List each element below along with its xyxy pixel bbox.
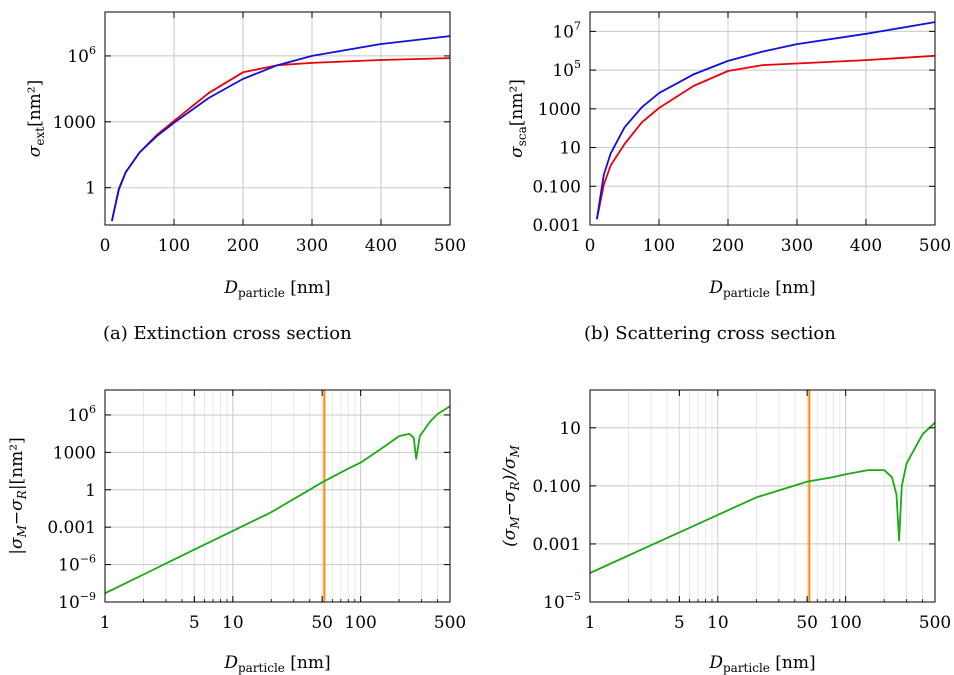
y-tick-label: 1000 <box>538 100 581 120</box>
y-tick-label: 105 <box>552 58 581 81</box>
plot-frame <box>104 389 451 603</box>
y-axis-label: (σM−σR)/σM <box>500 444 522 546</box>
x-tick-label: 50 <box>796 613 818 633</box>
x-axis-label: Dparticle [nm] <box>223 653 330 675</box>
y-tick-label: 10 <box>559 139 581 159</box>
caption-b: (b) Scattering cross section <box>584 323 836 344</box>
x-tick-label: 500 <box>919 613 951 633</box>
y-axis-label: σext[nm²] <box>25 80 47 157</box>
y-tick-label: 1000 <box>53 113 96 133</box>
x-tick-label: 500 <box>434 236 466 256</box>
x-tick-label: 100 <box>829 613 861 633</box>
series-green-line <box>590 422 935 574</box>
x-tick-label: 1 <box>585 613 596 633</box>
y-axis-label: |σM−σR|[nm²] <box>7 437 29 554</box>
panel-b-scattering: 0 100 200 300 400 500 0.001 0.100 10 1000 105 107 Dp… <box>507 11 951 300</box>
y-tick-label: 10−6 <box>58 553 96 576</box>
series-red-line <box>596 54 935 220</box>
caption-a: (a) Extinction cross section <box>103 323 352 344</box>
y-tick-label: 0.100 <box>532 177 581 197</box>
x-tick-label: 100 <box>344 613 376 633</box>
x-tick-label: 100 <box>158 236 190 256</box>
x-tick-label: 300 <box>781 236 813 256</box>
panel-d-relative-difference: 1 5 10 50 100 500 10−5 0.001 0.100 10 Dparticle [n… <box>500 389 951 675</box>
gridlines-c <box>104 390 451 603</box>
x-tick-label: 10 <box>222 613 244 633</box>
x-tick-label: 10 <box>707 613 729 633</box>
gridlines-b <box>589 12 936 226</box>
y-tick-label: 10−9 <box>58 590 96 613</box>
x-tick-label: 50 <box>311 613 333 633</box>
x-tick-label: 0 <box>100 236 111 256</box>
plot-frame <box>589 389 936 603</box>
series-red-line <box>111 57 450 222</box>
x-axis-label: Dparticle [nm] <box>708 278 815 300</box>
x-tick-label: 500 <box>434 613 466 633</box>
y-tick-label: 0.001 <box>532 535 581 555</box>
x-axis-label: Dparticle [nm] <box>223 278 330 300</box>
x-tick-label: 5 <box>674 613 685 633</box>
x-tick-label: 200 <box>227 236 259 256</box>
y-tick-label: 10 <box>559 419 581 439</box>
gridlines-a <box>104 12 451 225</box>
series-green-line <box>105 405 450 595</box>
x-tick-label: 500 <box>919 236 951 256</box>
y-axis-label: σsca[nm²] <box>507 79 529 158</box>
panel-a-extinction: 0 100 200 300 400 500 1 1000 106 Dparticle [nm] σe… <box>25 11 466 300</box>
plot-frame <box>589 11 936 226</box>
x-tick-label: 200 <box>712 236 744 256</box>
panel-c-absolute-difference: 1 5 10 50 100 500 10−9 10−6 0.001 1 1000 106 Dpartic… <box>7 389 466 675</box>
series-blue-line <box>596 21 935 220</box>
x-tick-label: 400 <box>365 236 397 256</box>
y-tick-label: 0.001 <box>532 216 581 236</box>
x-tick-label: 300 <box>296 236 328 256</box>
x-tick-label: 400 <box>850 236 882 256</box>
x-tick-label: 5 <box>189 613 200 633</box>
y-tick-label: 1 <box>85 179 96 199</box>
y-tick-label: 1000 <box>53 443 96 463</box>
series-blue-line <box>111 35 450 222</box>
y-tick-label: 106 <box>67 44 96 67</box>
y-tick-label: 107 <box>552 19 581 42</box>
x-tick-label: 1 <box>100 613 111 633</box>
x-tick-label: 100 <box>643 236 675 256</box>
y-tick-label: 10−5 <box>543 590 581 613</box>
x-axis-label: Dparticle [nm] <box>708 653 815 675</box>
y-tick-label: 0.100 <box>532 477 581 497</box>
y-tick-label: 106 <box>67 403 96 426</box>
plot-frame <box>104 11 451 226</box>
x-tick-label: 0 <box>585 236 596 256</box>
y-tick-label: 1 <box>85 481 96 501</box>
y-tick-label: 0.001 <box>47 518 96 538</box>
